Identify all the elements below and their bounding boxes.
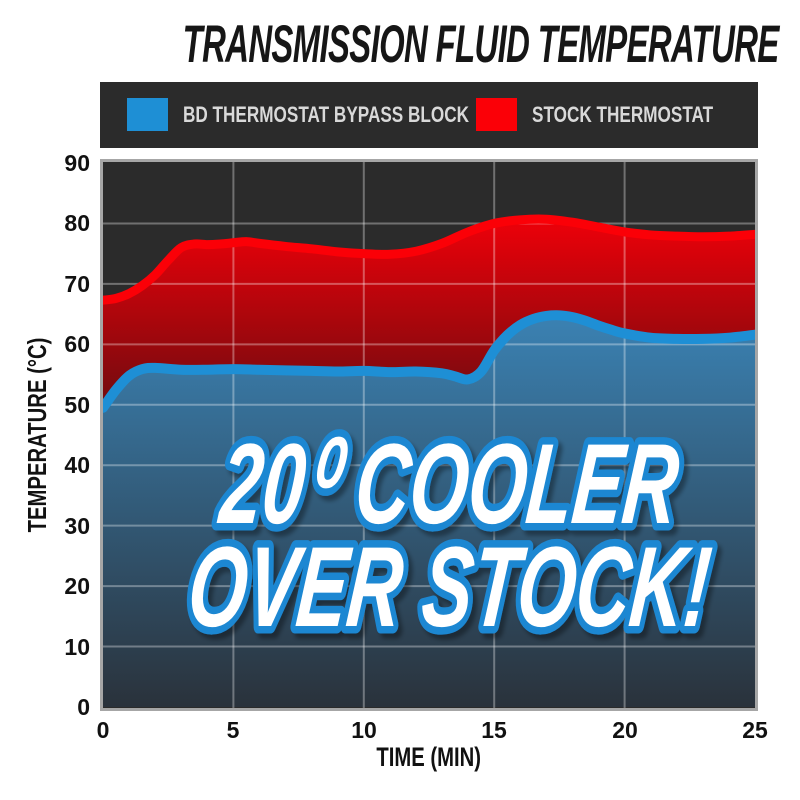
- overlay-line2: OVER STOCK!: [183, 522, 716, 650]
- x-tick-0: 0: [96, 717, 110, 743]
- y-tick-80: 80: [64, 210, 90, 236]
- x-axis-title: TIME (MIN): [376, 742, 482, 772]
- x-axis-title-wrap: TIME (MIN): [100, 742, 758, 773]
- area-bd-thermostat: [103, 315, 755, 707]
- y-tick-0: 0: [77, 694, 90, 720]
- line-stock-thermostat: [98, 214, 760, 305]
- y-tick-50: 50: [64, 392, 90, 418]
- chart-svg: 20⁰ COOLER OVER STOCK!: [98, 159, 760, 711]
- chart-title: TRANSMISSION FLUID TEMPERATURE: [0, 14, 800, 75]
- line-bd-thermostat: [98, 310, 760, 413]
- y-tick-40: 40: [64, 452, 90, 478]
- legend-swatch-blue-icon: [127, 98, 168, 131]
- y-axis-title: TEMPERATURE (°C): [22, 337, 52, 533]
- x-tick-15: 15: [481, 717, 507, 743]
- legend-item-stock-thermostat: STOCK THERMOSTAT: [476, 98, 764, 131]
- x-tick-5: 5: [226, 717, 240, 743]
- overlay-annotation: 20⁰ COOLER OVER STOCK!: [177, 413, 722, 656]
- overlay-line1: 20⁰ COOLER: [214, 419, 684, 547]
- x-tick-25: 25: [742, 717, 768, 743]
- legend-label-bd-thermostat: BD THERMOSTAT BYPASS BLOCK: [183, 101, 470, 127]
- legend: BD THERMOSTAT BYPASS BLOCK STOCK THERMOS…: [100, 82, 758, 148]
- y-tick-90: 90: [64, 150, 90, 176]
- legend-swatch-red-icon: [476, 98, 517, 131]
- y-tick-10: 10: [64, 634, 90, 660]
- x-tick-20: 20: [612, 717, 638, 743]
- chart-layers: [98, 159, 760, 711]
- legend-label-stock-thermostat: STOCK THERMOSTAT: [532, 101, 714, 127]
- plot-area: 20⁰ COOLER OVER STOCK!: [98, 159, 760, 711]
- y-tick-60: 60: [64, 331, 90, 357]
- chart-title-text: TRANSMISSION FLUID TEMPERATURE: [182, 15, 780, 74]
- legend-item-bd-thermostat: BD THERMOSTAT BYPASS BLOCK: [127, 98, 550, 131]
- y-tick-30: 30: [64, 513, 90, 539]
- x-tick-10: 10: [351, 717, 377, 743]
- y-tick-70: 70: [64, 271, 90, 297]
- y-tick-20: 20: [64, 573, 90, 599]
- plot-border: [100, 159, 758, 711]
